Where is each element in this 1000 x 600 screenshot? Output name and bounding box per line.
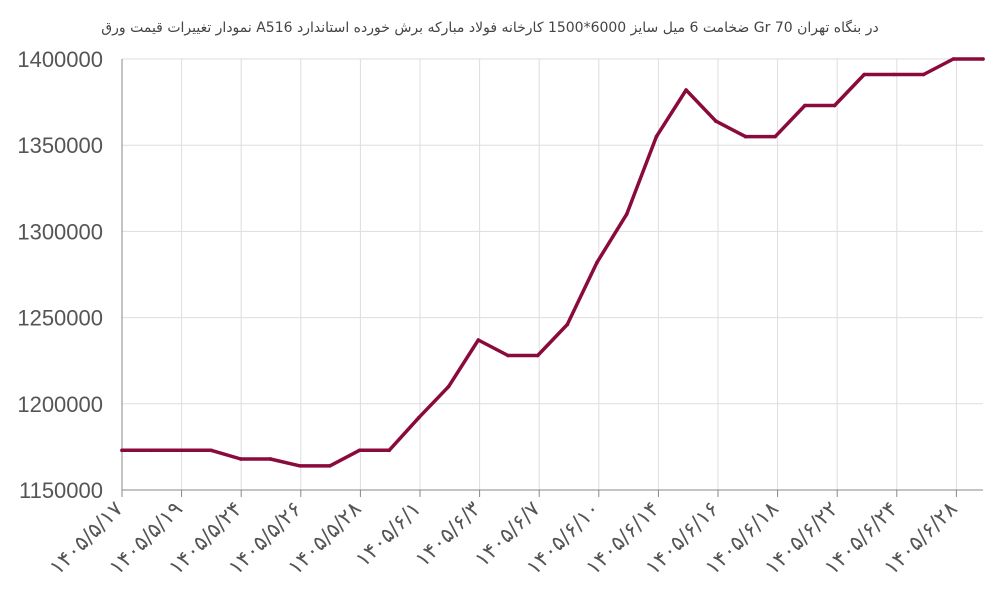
y-tick-label: 1250000 bbox=[17, 306, 103, 331]
data-point bbox=[417, 415, 421, 420]
data-point bbox=[328, 464, 332, 468]
y-tick-label: 1300000 bbox=[17, 219, 103, 244]
x-tick-label: ۱۴۰۵/۶/۱ bbox=[351, 497, 426, 572]
data-point bbox=[268, 457, 273, 461]
data-point bbox=[862, 72, 867, 77]
data-point bbox=[803, 103, 807, 108]
y-tick-label: 1200000 bbox=[17, 392, 103, 417]
data-point bbox=[684, 88, 688, 92]
chart-title: نمودار تغییرات قیمت ورق A516 ضخامت 6 میل… bbox=[101, 20, 879, 36]
data-point bbox=[892, 72, 896, 77]
series-line bbox=[120, 57, 985, 468]
data-point bbox=[209, 448, 213, 453]
data-point bbox=[773, 134, 777, 139]
data-point bbox=[981, 57, 985, 61]
data-point bbox=[595, 260, 599, 265]
data-point bbox=[446, 384, 451, 389]
y-tick-label: 1150000 bbox=[19, 478, 103, 503]
y-tick-label: 1350000 bbox=[17, 133, 103, 158]
data-point bbox=[120, 448, 124, 453]
data-point bbox=[357, 448, 362, 453]
data-point bbox=[476, 338, 481, 342]
x-tick-label: ۱۴۰۵/۶/۳ bbox=[410, 497, 485, 572]
data-point bbox=[149, 448, 154, 453]
data-point bbox=[921, 72, 926, 77]
data-point bbox=[535, 353, 540, 358]
data-point bbox=[179, 448, 184, 453]
data-point bbox=[951, 57, 956, 61]
data-point bbox=[713, 119, 718, 123]
data-point bbox=[832, 103, 837, 108]
data-point bbox=[565, 322, 570, 327]
y-tick-label: 1400000 bbox=[17, 47, 103, 72]
data-point bbox=[654, 134, 659, 139]
data-point bbox=[743, 134, 748, 139]
data-point bbox=[387, 448, 392, 453]
data-point bbox=[298, 464, 302, 468]
data-point bbox=[624, 212, 629, 216]
data-point bbox=[506, 353, 510, 358]
data-point bbox=[238, 457, 243, 461]
